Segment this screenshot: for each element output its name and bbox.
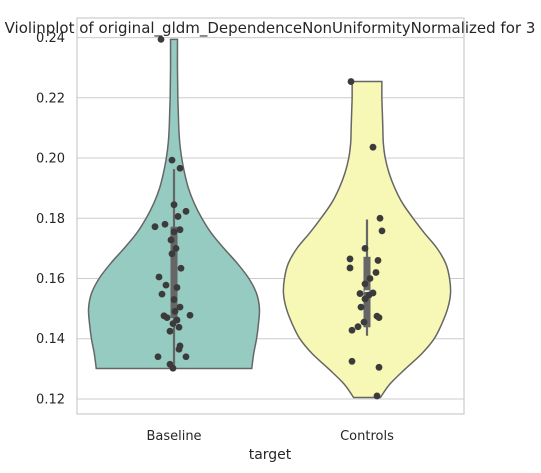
data-point — [158, 290, 166, 298]
data-point — [162, 281, 170, 289]
data-point — [347, 78, 355, 85]
data-point — [172, 244, 180, 252]
y-tick-label: 0.16 — [36, 272, 65, 287]
y-tick-label: 0.18 — [36, 212, 65, 227]
chart-title: Violinplot of original_gldm_DependenceNo… — [5, 19, 536, 38]
data-point — [174, 213, 182, 220]
data-point — [366, 275, 374, 282]
data-point — [166, 327, 174, 335]
data-point — [163, 314, 171, 322]
data-point — [175, 323, 183, 331]
x-axis-label: target — [249, 447, 292, 463]
data-point — [167, 236, 175, 244]
data-point — [376, 214, 384, 222]
data-point — [374, 257, 382, 264]
data-point — [369, 143, 377, 151]
data-point — [171, 307, 179, 315]
data-point — [173, 284, 181, 291]
data-point — [151, 223, 159, 231]
data-point — [356, 290, 364, 297]
data-point — [155, 273, 163, 281]
x-tick-label: Controls — [340, 429, 394, 444]
data-point — [169, 320, 177, 328]
y-tick-label: 0.14 — [36, 332, 65, 347]
data-point — [348, 357, 356, 365]
iqr-box-baseline — [170, 226, 178, 318]
data-point — [372, 269, 380, 276]
y-tick-label: 0.24 — [36, 31, 65, 46]
data-point — [361, 244, 369, 252]
data-point — [168, 250, 176, 258]
data-point — [346, 255, 354, 263]
y-tick-label: 0.22 — [36, 91, 65, 106]
data-point — [354, 323, 362, 331]
data-point — [169, 364, 177, 372]
plot-area: 0.12 0.14 0.16 0.18 0.20 0.22 0.24 Baseline Cont… — [36, 17, 465, 444]
data-point — [375, 314, 383, 322]
plot-frame — [76, 17, 465, 415]
data-point — [157, 35, 165, 43]
data-point — [348, 326, 356, 334]
data-point — [373, 392, 381, 400]
data-point — [182, 207, 190, 215]
data-point — [161, 220, 169, 228]
data-point — [175, 345, 183, 353]
x-tick-label: Baseline — [146, 429, 201, 444]
data-point — [361, 280, 369, 288]
data-point — [176, 303, 184, 311]
data-point — [182, 353, 190, 361]
y-tick-label: 0.20 — [36, 152, 65, 167]
data-point — [186, 311, 194, 319]
data-point — [361, 295, 369, 303]
data-point — [375, 363, 383, 371]
data-point — [170, 228, 178, 236]
data-point — [170, 201, 178, 209]
data-point — [357, 303, 365, 311]
data-point — [177, 264, 185, 272]
y-tick-label: 0.12 — [36, 392, 65, 407]
data-point — [378, 227, 386, 235]
data-point — [168, 156, 176, 164]
data-point — [360, 318, 368, 326]
iqr-box-controls — [363, 256, 371, 328]
data-point — [176, 164, 184, 172]
data-point — [346, 264, 354, 272]
data-point — [176, 226, 184, 234]
data-point — [170, 296, 178, 303]
data-point — [154, 353, 162, 361]
